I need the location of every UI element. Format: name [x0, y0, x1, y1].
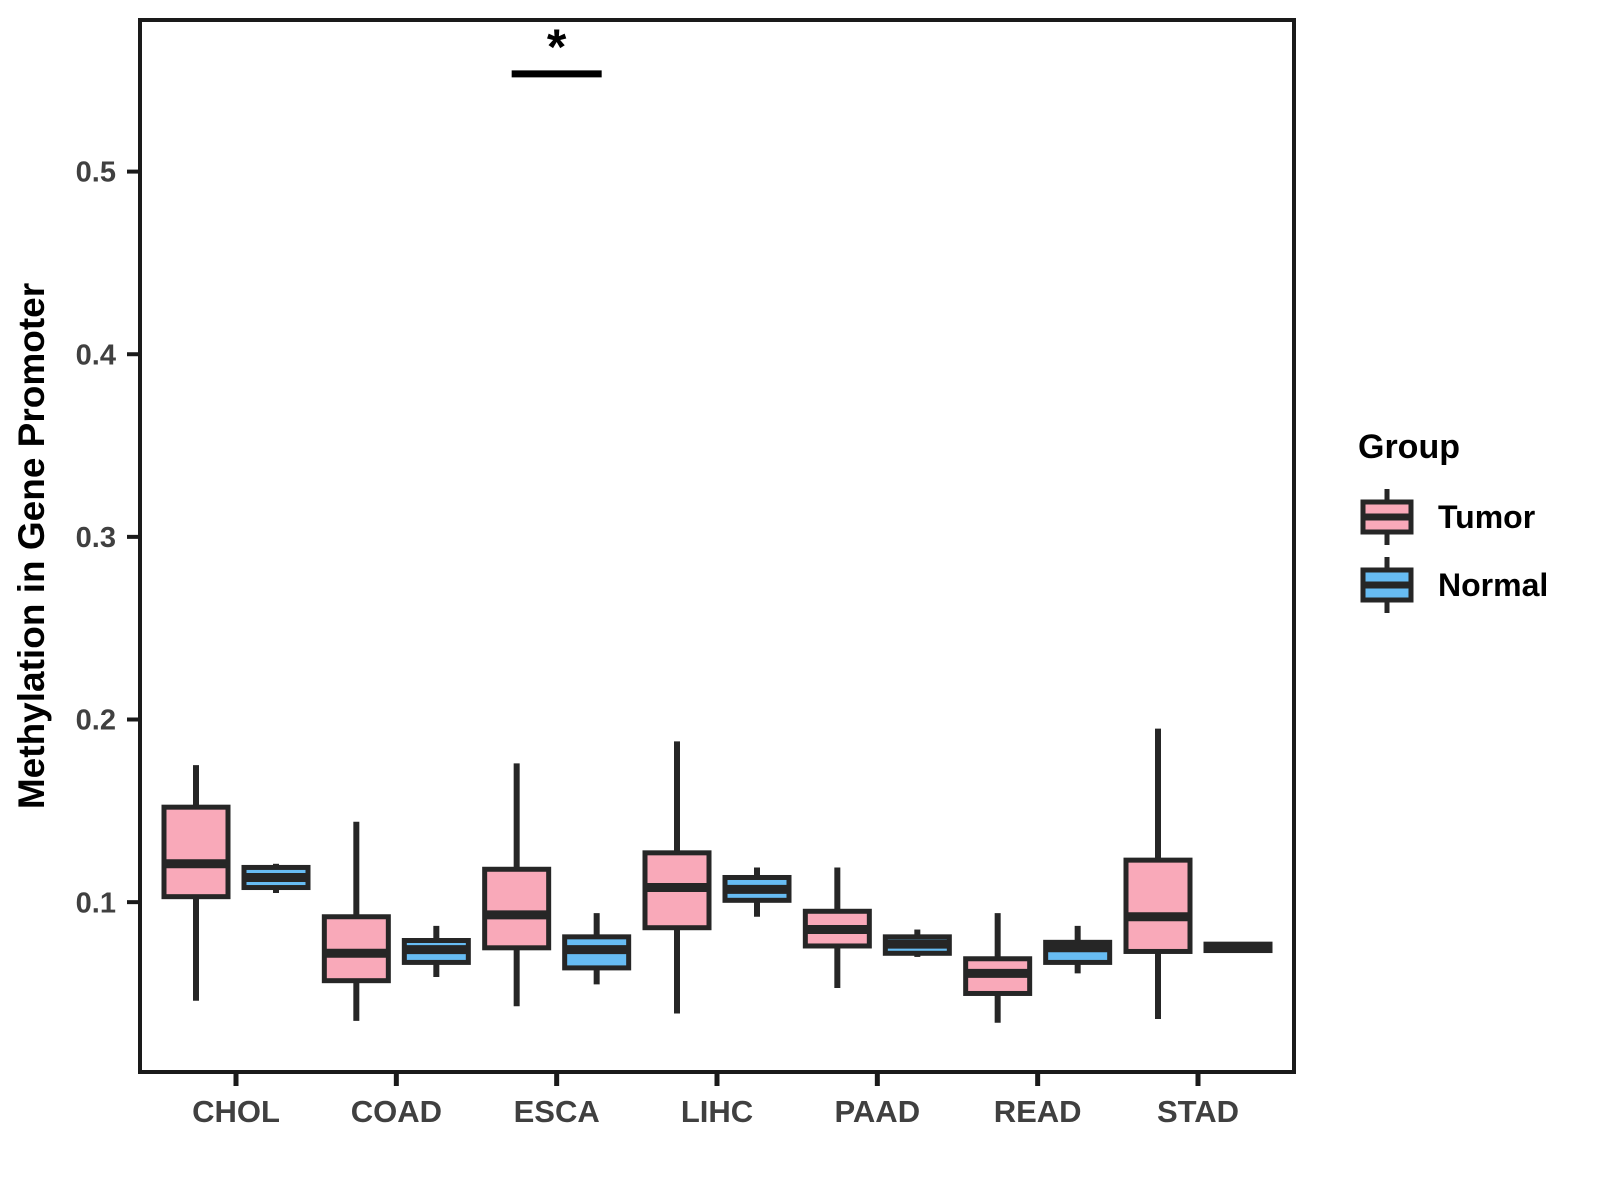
panel-layer [138, 18, 1296, 1074]
legend-item-normal: Normal [1358, 551, 1548, 619]
significance-asterisk-ESCA: * [547, 19, 567, 75]
y-tick-label-0.5: 0.5 [76, 157, 116, 189]
legend-item-tumor: Tumor [1358, 483, 1548, 551]
y-tick-label-0.2: 0.2 [76, 705, 116, 737]
axis-layer: 0.1 0.2 0.3 0.4 0.5 CHOL COAD ESCA LIHC PAAD READ S… [76, 157, 1239, 1129]
x-tick-label-ESCA: ESCA [514, 1094, 600, 1129]
box-tumor-STAD [1123, 857, 1193, 954]
x-tick-label-STAD: STAD [1157, 1094, 1239, 1129]
box-tumor-CHOL [161, 804, 231, 900]
legend-item-label: Tumor [1438, 498, 1536, 535]
y-tick-label-0.4: 0.4 [76, 339, 116, 371]
annotation-layer: * [511, 19, 602, 78]
box-tumor-ESCA [482, 866, 552, 951]
legend: Group Tumor Normal [1358, 428, 1548, 619]
normal-boxplot-key-icon [1360, 557, 1414, 613]
x-tick-label-CHOL: CHOL [192, 1094, 280, 1129]
y-tick-label-0.3: 0.3 [76, 522, 116, 554]
y-tick-label-0.1: 0.1 [76, 887, 116, 919]
x-tick-label-READ: READ [994, 1094, 1082, 1129]
tumor-boxplot-key-icon [1360, 489, 1414, 545]
box-layer [161, 728, 1273, 1023]
panel-border [138, 18, 1296, 1074]
legend-title: Group [1358, 428, 1460, 466]
y-axis-title: Methylation in Gene Promoter [11, 283, 52, 809]
x-tick-label-COAD: COAD [351, 1094, 442, 1129]
box-tumor-COAD [321, 914, 391, 984]
x-tick-label-LIHC: LIHC [681, 1094, 753, 1129]
x-tick-label-PAAD: PAAD [835, 1094, 921, 1129]
legend-item-label: Normal [1438, 566, 1549, 603]
